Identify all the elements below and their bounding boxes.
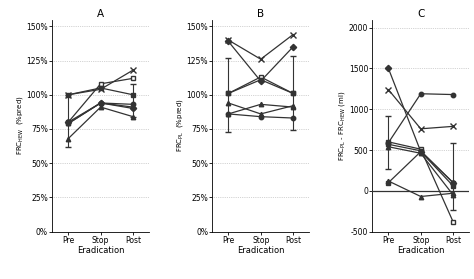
Y-axis label: FRC$_\mathregular{PL}$  (%pred): FRC$_\mathregular{PL}$ (%pred) [175, 99, 185, 152]
X-axis label: Eradication: Eradication [397, 246, 445, 255]
Y-axis label: FRC$_\mathregular{HEW}$  (%pred): FRC$_\mathregular{HEW}$ (%pred) [15, 96, 25, 155]
X-axis label: Eradication: Eradication [237, 246, 284, 255]
Y-axis label: FRC$_\mathregular{PL}$ - FRC$_\mathregular{HEW}$ (ml): FRC$_\mathregular{PL}$ - FRC$_\mathregul… [337, 90, 347, 161]
Title: B: B [257, 9, 264, 19]
Title: A: A [97, 9, 104, 19]
Title: C: C [417, 9, 424, 19]
X-axis label: Eradication: Eradication [77, 246, 124, 255]
